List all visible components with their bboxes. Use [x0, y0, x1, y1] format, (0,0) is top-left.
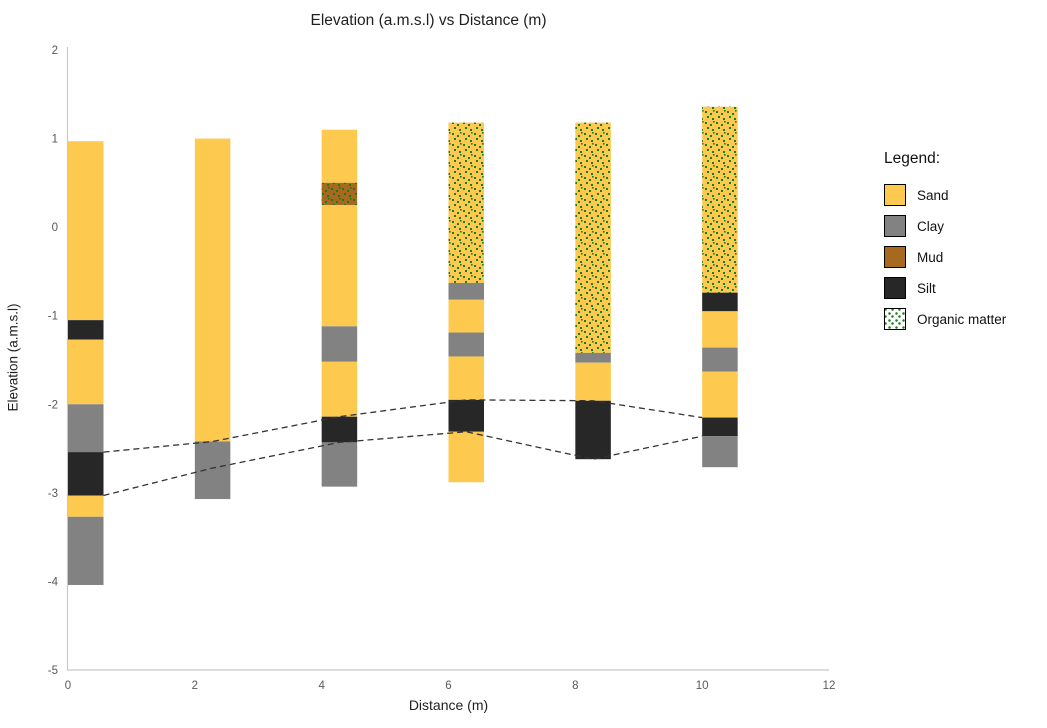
legend-label: Sand: [917, 187, 949, 203]
layer-segment-sand: [321, 129, 358, 183]
layer-segment-silt: [321, 416, 358, 443]
x-tick-label: 2: [192, 680, 198, 692]
y-tick-label: -2: [48, 399, 58, 411]
chart-title: Elevation (a.m.s.l) vs Distance (m): [310, 12, 547, 29]
correlation-line-silt-base: [103, 431, 703, 497]
layer-segment-clay: [68, 404, 104, 453]
layer-segment-sand: [321, 205, 358, 327]
legend-item-organic: Organic matter: [884, 308, 1006, 330]
correlation-line-silt-top: [103, 399, 703, 453]
layer-segment-silt: [702, 292, 738, 312]
legend-item-silt: Silt: [884, 277, 1006, 299]
legend-item-clay: Clay: [884, 215, 1006, 237]
layer-segment-silt: [448, 399, 485, 432]
layer-segment-sand: [575, 362, 611, 401]
y-tick-label: 2: [52, 45, 58, 57]
layer-segment-sand: [448, 356, 485, 400]
organic-matter-overlay: [448, 122, 485, 283]
borehole-column: [321, 129, 358, 487]
legend-title: Legend:: [884, 150, 941, 167]
organic-matter-overlay: [702, 106, 738, 293]
layer-segment-clay: [321, 442, 358, 487]
borehole-column: [448, 122, 485, 483]
legend-swatch-sand-icon: [884, 184, 906, 206]
x-tick-label: 4: [318, 680, 325, 692]
y-tick-label: 1: [52, 134, 58, 146]
layer-segment-silt: [68, 320, 104, 340]
layer-segment-sand: [448, 299, 485, 333]
organic-matter-overlay: [321, 182, 358, 205]
legend-label: Organic matter: [917, 311, 1007, 327]
x-tick-label: 10: [696, 680, 709, 692]
layer-segment-sand: [702, 371, 738, 418]
layer-segment-clay: [68, 516, 104, 585]
layer-segment-sand: [448, 431, 485, 483]
borehole-column: [575, 122, 611, 460]
x-tick-label: 6: [445, 680, 451, 692]
y-tick-label: -5: [48, 665, 58, 677]
y-tick-label: -1: [48, 311, 58, 323]
legend-swatch-mud-icon: [884, 246, 906, 268]
y-tick-label: 0: [52, 222, 58, 234]
y-tick-label: -4: [48, 576, 59, 588]
borehole-column: [702, 106, 738, 468]
borehole-column: [194, 138, 231, 500]
borehole-column: [68, 141, 104, 585]
layer-segment-silt: [68, 452, 104, 496]
organic-matter-overlay: [575, 122, 611, 353]
layer-segment-clay: [575, 352, 611, 363]
x-tick-label: 12: [823, 680, 836, 692]
legend-items: Sand Clay Mud Silt Organic matter: [884, 184, 1006, 330]
legend-label: Clay: [917, 218, 945, 234]
layer-segment-clay: [194, 441, 231, 500]
x-tick-label: 8: [572, 680, 578, 692]
legend-item-mud: Mud: [884, 246, 1006, 268]
layer-segment-sand: [194, 138, 231, 442]
layer-segment-sand: [68, 495, 104, 517]
x-tick-label: 0: [65, 680, 71, 692]
layer-segment-silt: [702, 417, 738, 437]
legend-label: Silt: [917, 280, 936, 296]
legend-swatch-clay-icon: [884, 215, 906, 237]
layer-segment-sand: [68, 141, 104, 321]
layer-segment-clay: [448, 282, 485, 300]
layer-segment-clay: [702, 436, 738, 468]
x-axis-title: Distance (m): [408, 697, 489, 713]
layer-segment-sand: [321, 361, 358, 417]
layer-segment-silt: [575, 400, 611, 460]
layer-segment-clay: [448, 332, 485, 357]
legend-label: Mud: [917, 249, 944, 265]
legend-item-sand: Sand: [884, 184, 1006, 206]
layer-segment-clay: [702, 347, 738, 372]
layer-segment-sand: [68, 339, 104, 405]
y-tick-label: -3: [48, 488, 58, 500]
layer-segment-sand: [702, 311, 738, 348]
legend-swatch-organic-icon: [884, 308, 906, 330]
legend-swatch-silt-icon: [884, 277, 906, 299]
legend: Legend: Sand Clay Mud Silt Organic matter: [884, 150, 1006, 339]
layer-segment-clay: [321, 326, 358, 362]
